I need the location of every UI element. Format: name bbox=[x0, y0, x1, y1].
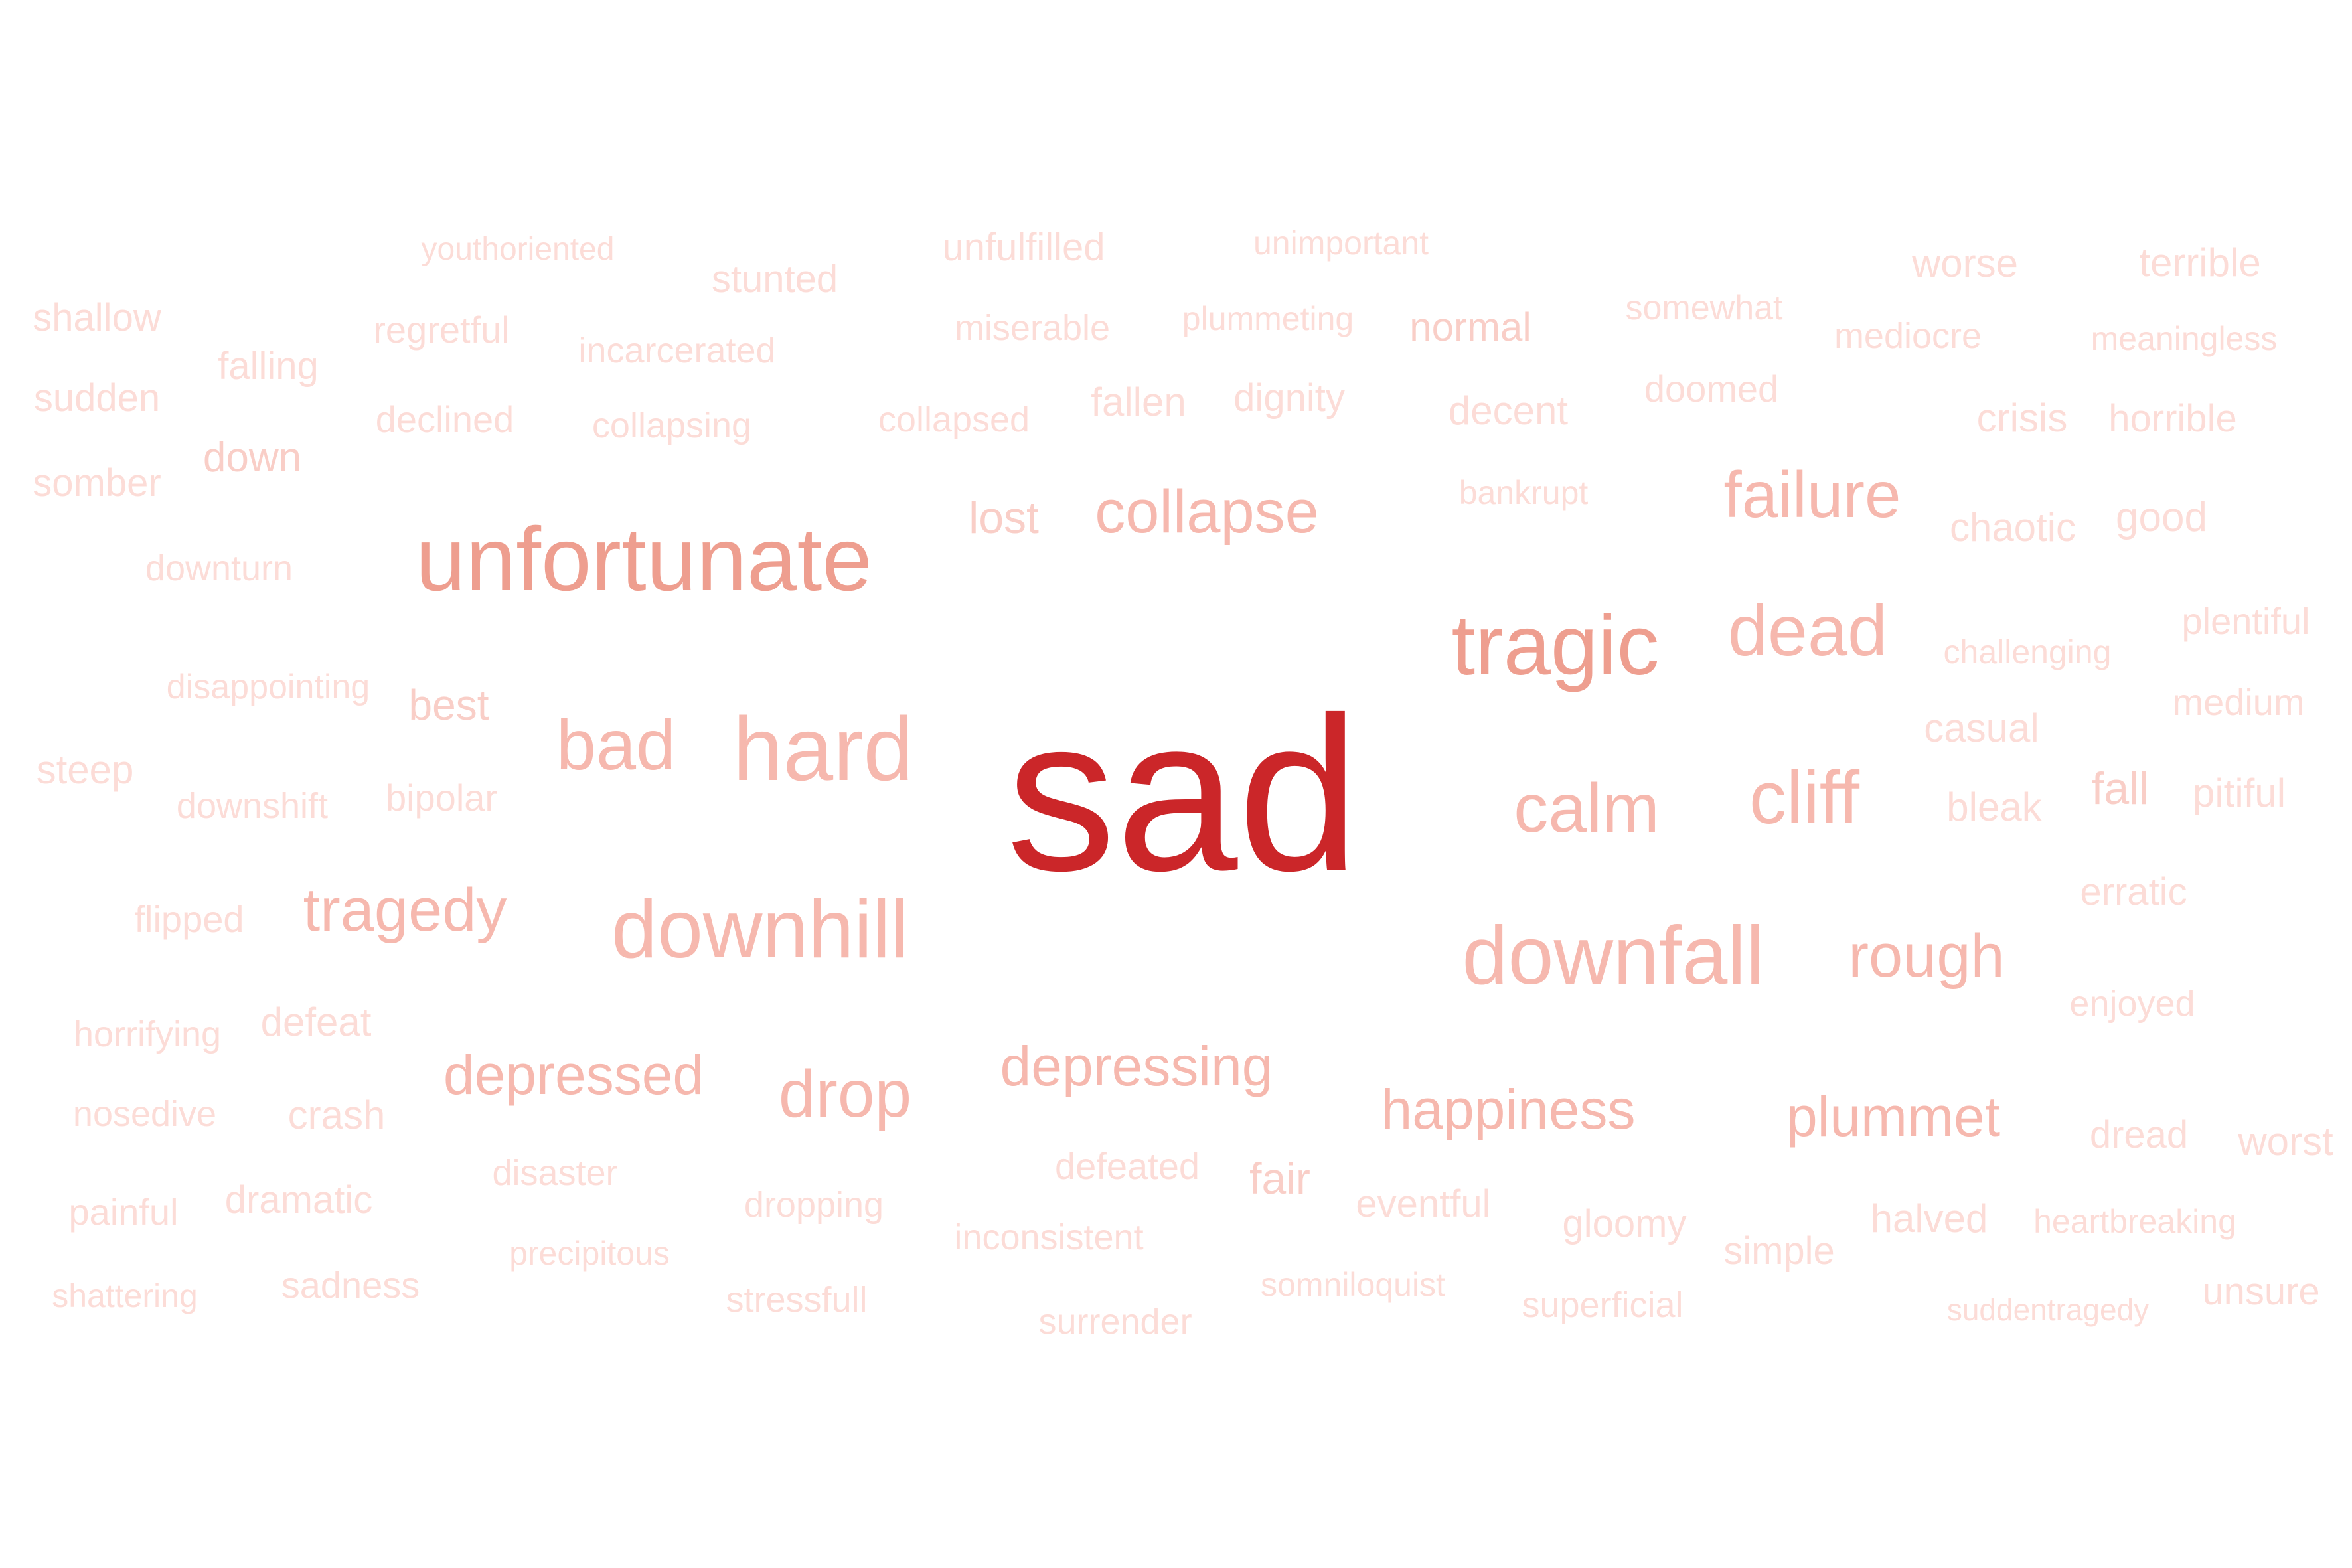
word-plentiful: plentiful bbox=[2181, 600, 2310, 642]
word-unsure: unsure bbox=[2202, 1270, 2320, 1313]
word-unimportant: unimportant bbox=[1253, 224, 1429, 262]
word-somber: somber bbox=[33, 461, 161, 505]
word-nosedive: nosedive bbox=[72, 1094, 217, 1134]
word-horrible: horrible bbox=[2108, 397, 2237, 440]
word-dead: dead bbox=[1727, 590, 1888, 670]
word-best: best bbox=[408, 681, 489, 729]
word-disappointing: disappointing bbox=[166, 668, 370, 706]
word-decent: decent bbox=[1448, 388, 1569, 433]
word-sad: sad bbox=[1006, 671, 1360, 916]
word-miserable: miserable bbox=[954, 308, 1111, 348]
word-defeated: defeated bbox=[1055, 1145, 1200, 1187]
word-stunted: stunted bbox=[711, 258, 838, 301]
word-superficial: superficial bbox=[1522, 1285, 1684, 1325]
word-downshift: downshift bbox=[176, 786, 329, 826]
word-halved: halved bbox=[1870, 1196, 1988, 1241]
word-tragedy: tragedy bbox=[303, 876, 507, 944]
word-stressfull: stressfull bbox=[726, 1280, 868, 1320]
word-cliff: cliff bbox=[1749, 756, 1859, 839]
word-meaningless: meaningless bbox=[2090, 320, 2278, 357]
word-dread: dread bbox=[2089, 1113, 2189, 1156]
word-collapsed: collapsed bbox=[878, 400, 1030, 439]
word-sadness: sadness bbox=[281, 1264, 420, 1306]
word-lost: lost bbox=[969, 493, 1039, 543]
word-fall: fall bbox=[2091, 763, 2150, 814]
word-hard: hard bbox=[732, 698, 914, 799]
word-downfall: downfall bbox=[1462, 910, 1764, 1002]
word-downturn: downturn bbox=[145, 548, 293, 588]
word-collapse: collapse bbox=[1095, 478, 1319, 546]
word-drop: drop bbox=[778, 1057, 912, 1131]
word-defeat: defeat bbox=[260, 1000, 372, 1044]
word-somewhat: somewhat bbox=[1625, 289, 1783, 327]
word-tragic: tragic bbox=[1451, 598, 1660, 693]
word-sudden: sudden bbox=[33, 376, 161, 420]
word-incarcerated: incarcerated bbox=[578, 331, 776, 370]
word-failure: failure bbox=[1723, 458, 1901, 531]
word-normal: normal bbox=[1409, 305, 1531, 349]
word-plummeting: plummeting bbox=[1182, 300, 1354, 337]
word-dignity: dignity bbox=[1233, 376, 1345, 420]
word-youthoriented: youthoriented bbox=[421, 232, 615, 267]
word-down: down bbox=[202, 435, 302, 481]
word-painful: painful bbox=[68, 1191, 179, 1233]
word-enjoyed: enjoyed bbox=[2069, 984, 2195, 1024]
word-challenging: challenging bbox=[1943, 633, 2112, 670]
word-downhill: downhill bbox=[611, 884, 909, 975]
word-precipitous: precipitous bbox=[509, 1235, 670, 1272]
word-bad: bad bbox=[556, 704, 676, 785]
word-rough: rough bbox=[1848, 922, 2005, 990]
word-calm: calm bbox=[1514, 770, 1660, 847]
word-fair: fair bbox=[1249, 1154, 1310, 1203]
word-mediocre: mediocre bbox=[1834, 316, 1982, 356]
word-regretful: regretful bbox=[373, 309, 510, 351]
word-gloomy: gloomy bbox=[1562, 1202, 1687, 1245]
word-eventful: eventful bbox=[1356, 1182, 1491, 1225]
word-shattering: shattering bbox=[52, 1277, 198, 1314]
word-crisis: crisis bbox=[1976, 396, 2068, 440]
word-inconsistent: inconsistent bbox=[954, 1217, 1144, 1257]
word-fallen: fallen bbox=[1091, 380, 1186, 424]
word-shallow: shallow bbox=[33, 296, 161, 339]
word-declined: declined bbox=[375, 398, 514, 440]
word-somniloquist: somniloquist bbox=[1261, 1266, 1445, 1303]
word-depressing: depressing bbox=[1000, 1035, 1273, 1097]
word-dropping: dropping bbox=[744, 1185, 884, 1225]
word-unfortunate: unfortunate bbox=[415, 509, 873, 609]
word-casual: casual bbox=[1924, 706, 2039, 750]
word-steep: steep bbox=[36, 747, 134, 792]
word-surrender: surrender bbox=[1038, 1302, 1192, 1342]
word-bipolar: bipolar bbox=[385, 777, 498, 819]
word-worse: worse bbox=[1911, 241, 2019, 285]
word-unfulfilled: unfulfilled bbox=[942, 226, 1105, 269]
word-erratic: erratic bbox=[2080, 870, 2187, 913]
word-falling: falling bbox=[218, 345, 319, 388]
word-bleak: bleak bbox=[1946, 785, 2042, 829]
word-depressed: depressed bbox=[443, 1044, 704, 1106]
word-worst: worst bbox=[2238, 1119, 2333, 1164]
word-terrible: terrible bbox=[2139, 240, 2261, 285]
word-collapsing: collapsing bbox=[591, 406, 752, 445]
word-horrifying: horrifying bbox=[73, 1014, 222, 1054]
word-chaotic: chaotic bbox=[1949, 505, 2077, 550]
word-heartbreaking: heartbreaking bbox=[2033, 1203, 2236, 1240]
word-suddentragedy: suddentragedy bbox=[1946, 1293, 2150, 1327]
word-pitiful: pitiful bbox=[2192, 771, 2286, 815]
word-medium: medium bbox=[2172, 681, 2305, 723]
word-happiness: happiness bbox=[1381, 1078, 1636, 1140]
word-dramatic: dramatic bbox=[224, 1178, 373, 1221]
word-good: good bbox=[2116, 495, 2207, 540]
word-crash: crash bbox=[287, 1093, 386, 1137]
word-doomed: doomed bbox=[1644, 368, 1779, 410]
word-flipped: flipped bbox=[134, 898, 244, 940]
word-bankrupt: bankrupt bbox=[1458, 474, 1589, 511]
word-plummet: plummet bbox=[1786, 1085, 2001, 1148]
word-disaster: disaster bbox=[492, 1153, 618, 1193]
word-simple: simple bbox=[1723, 1229, 1835, 1273]
